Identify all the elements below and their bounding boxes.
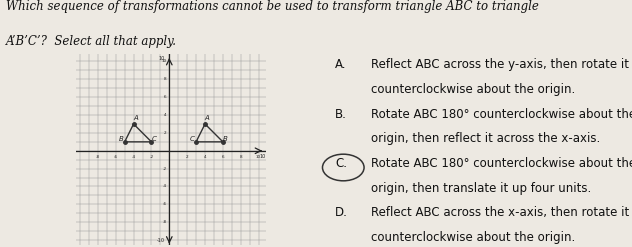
Text: -6: -6 [114, 155, 118, 159]
Text: Rotate ABC 180° counterclockwise about the: Rotate ABC 180° counterclockwise about t… [370, 157, 632, 170]
Text: 4: 4 [204, 155, 206, 159]
Text: 8: 8 [164, 77, 167, 81]
Text: -8: -8 [162, 220, 167, 224]
Text: -10: -10 [157, 238, 165, 243]
Text: counterclockwise about the origin.: counterclockwise about the origin. [370, 231, 575, 244]
Text: 10: 10 [159, 56, 165, 61]
Text: -2: -2 [149, 155, 154, 159]
Text: -4: -4 [131, 155, 136, 159]
Text: 4: 4 [164, 113, 167, 117]
Text: C: C [152, 136, 157, 142]
Text: Which sequence of transformations cannot be used to transform triangle ABC to tr: Which sequence of transformations cannot… [6, 0, 539, 13]
Text: C: C [190, 136, 195, 142]
Text: A: A [204, 115, 209, 121]
Text: -6: -6 [162, 202, 167, 206]
Text: B.: B. [335, 108, 347, 121]
Text: -2: -2 [162, 167, 167, 171]
Text: 10: 10 [162, 60, 167, 63]
Text: C.: C. [335, 157, 347, 170]
Text: -8: -8 [96, 155, 100, 159]
Text: A: A [133, 115, 138, 121]
Text: D.: D. [335, 206, 348, 220]
Text: Rotate ABC 180° counterclockwise about the: Rotate ABC 180° counterclockwise about t… [370, 108, 632, 121]
Text: A’B’C’?  Select all that apply.: A’B’C’? Select all that apply. [6, 35, 178, 48]
Text: 8: 8 [240, 155, 242, 159]
Text: counterclockwise about the origin.: counterclockwise about the origin. [370, 83, 575, 96]
Text: 2: 2 [186, 155, 188, 159]
Text: 10: 10 [256, 155, 261, 159]
Text: 6: 6 [222, 155, 224, 159]
Text: B: B [223, 136, 228, 142]
Text: Reflect ABC across the y-axis, then rotate it 90°: Reflect ABC across the y-axis, then rota… [370, 58, 632, 71]
Text: B: B [119, 136, 123, 142]
Text: -4: -4 [162, 185, 167, 188]
Text: 6: 6 [164, 95, 167, 99]
Text: 2: 2 [164, 131, 167, 135]
Text: origin, then translate it up four units.: origin, then translate it up four units. [370, 182, 591, 195]
Text: A.: A. [335, 58, 346, 71]
Text: Reflect ABC across the x-axis, then rotate it 18°: Reflect ABC across the x-axis, then rota… [370, 206, 632, 220]
Text: 10: 10 [260, 154, 266, 159]
Text: origin, then reflect it across the x-axis.: origin, then reflect it across the x-axi… [370, 132, 600, 145]
